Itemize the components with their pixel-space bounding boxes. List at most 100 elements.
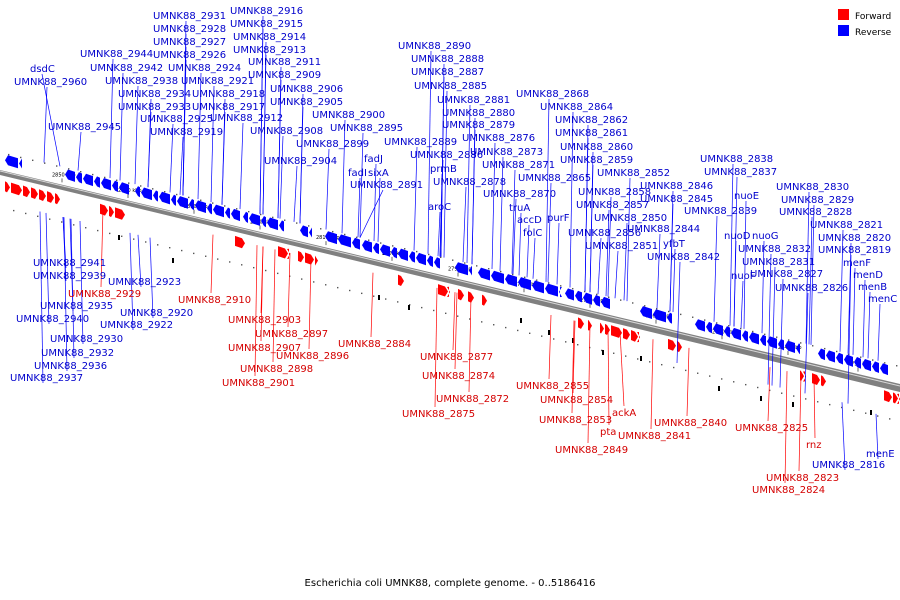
- gene-label: UMNK88_2871: [482, 160, 555, 171]
- scale-dot: [61, 221, 62, 222]
- legend-forward-swatch: [838, 9, 849, 20]
- forward-gene: [55, 193, 60, 204]
- scale-dot: [313, 281, 314, 282]
- reverse-gene: [94, 176, 100, 187]
- reverse-gene: [518, 277, 531, 290]
- gene-label: UMNK88_2923: [108, 277, 181, 288]
- reverse-gene: [640, 306, 652, 319]
- scale-dot: [241, 264, 242, 265]
- scale-dot: [176, 194, 177, 195]
- gene-label: UMNK88_2854: [540, 395, 613, 406]
- scale-dot: [109, 233, 110, 234]
- gene-label: UMNK88_2919: [150, 127, 223, 138]
- leader-line: [294, 166, 297, 222]
- gene-label: UMNK88_2928: [153, 24, 226, 35]
- gene-label: UMNK88_2915: [230, 19, 303, 30]
- leader-line: [371, 273, 373, 337]
- leader-line: [211, 235, 213, 293]
- leader-line: [533, 238, 535, 279]
- forward-gene: [11, 183, 22, 196]
- scale-dot: [193, 253, 194, 254]
- gene-label: UMNK88_2855: [516, 381, 589, 392]
- gene-label: UMNK88_2877: [420, 352, 493, 363]
- scale-dot: [8, 154, 9, 155]
- gene-label: UMNK88_2934: [118, 89, 191, 100]
- gene-label: UMNK88_2851: [585, 241, 658, 252]
- gene-label: menB: [858, 282, 887, 293]
- reverse-gene: [19, 159, 22, 170]
- scale-dot: [404, 248, 405, 249]
- gene-label: UMNK88_2865: [518, 173, 591, 184]
- leader-line: [44, 87, 47, 162]
- scale-dot: [200, 200, 201, 201]
- forward-gene: [315, 255, 318, 266]
- gene-label: UMNK88_2903: [228, 315, 301, 326]
- scale-dot: [889, 418, 890, 419]
- gene-label: UMNK88_2913: [233, 45, 306, 56]
- scale-dot: [248, 211, 249, 212]
- gene-label: accD: [517, 215, 542, 226]
- scale-dot: [577, 344, 578, 345]
- scale-dot: [116, 180, 117, 181]
- gene-label: UMNK88_2937: [10, 373, 83, 384]
- feature-mark: [172, 258, 174, 263]
- reverse-gene: [338, 234, 351, 247]
- scale-dot: [757, 387, 758, 388]
- scale-dot: [92, 174, 93, 175]
- feature-mark: [870, 410, 872, 415]
- feature-mark: [718, 386, 720, 391]
- scale-dot: [157, 244, 158, 245]
- gene-label: UMNK88_2901: [222, 378, 295, 389]
- scale-dot: [709, 375, 710, 376]
- scale-dot: [457, 315, 458, 316]
- scale-dot: [704, 319, 705, 320]
- scale-dot: [812, 345, 813, 346]
- scale-dot: [697, 373, 698, 374]
- gene-label: UMNK88_2862: [555, 115, 628, 126]
- gene-label: menC: [868, 294, 897, 305]
- reverse-gene: [409, 251, 415, 262]
- gene-label: UMNK88_2872: [436, 394, 509, 405]
- gene-label: UMNK88_2830: [776, 182, 849, 193]
- scale-dot: [145, 241, 146, 242]
- leader-line: [240, 123, 243, 209]
- gene-label: UMNK88_2916: [230, 6, 303, 17]
- gene-label: UMNK88_2935: [40, 301, 113, 312]
- gene-label: UMNK88_2926: [153, 50, 226, 61]
- forward-gene: [235, 236, 245, 248]
- forward-gene: [812, 373, 820, 385]
- gene-label: UMNK88_2827: [750, 269, 823, 280]
- gene-label: UMNK88_2936: [34, 361, 107, 372]
- scale-dot: [716, 322, 717, 323]
- gene-label: UMNK88_2918: [192, 89, 265, 100]
- forward-gene: [298, 251, 304, 262]
- leader-line: [280, 136, 283, 219]
- gene-label: UMNK88_2874: [422, 371, 495, 382]
- gene-label: UMNK88_2909: [248, 70, 321, 81]
- scale-dot: [133, 238, 134, 239]
- gene-label: UMNK88_2891: [350, 180, 423, 191]
- leader-line: [615, 251, 618, 298]
- reverse-gene: [171, 195, 176, 206]
- leader-line: [549, 315, 551, 379]
- gene-label: UMNK88_2880: [442, 108, 515, 119]
- gene-label: UMNK88_2849: [555, 445, 628, 456]
- scale-dot: [332, 231, 333, 232]
- forward-gene: [23, 185, 30, 197]
- scale-dot: [217, 258, 218, 259]
- leader-line: [78, 132, 81, 171]
- reverse-gene: [749, 332, 759, 344]
- gene-label: UMNK88_2910: [178, 295, 251, 306]
- gene-label: UMNK88_2861: [555, 128, 628, 139]
- scale-dot: [212, 202, 213, 203]
- scale-dot: [524, 277, 525, 278]
- scale-dot: [44, 162, 45, 163]
- forward-gene: [100, 204, 108, 216]
- gene-label: UMNK88_2842: [647, 252, 720, 263]
- scale-dot: [500, 271, 501, 272]
- leader-line: [135, 86, 138, 184]
- gene-label: UMNK88_2940: [16, 314, 89, 325]
- gene-label: UMNK88_2816: [812, 460, 885, 471]
- reverse-gene: [213, 205, 224, 218]
- scale-dot: [565, 341, 566, 342]
